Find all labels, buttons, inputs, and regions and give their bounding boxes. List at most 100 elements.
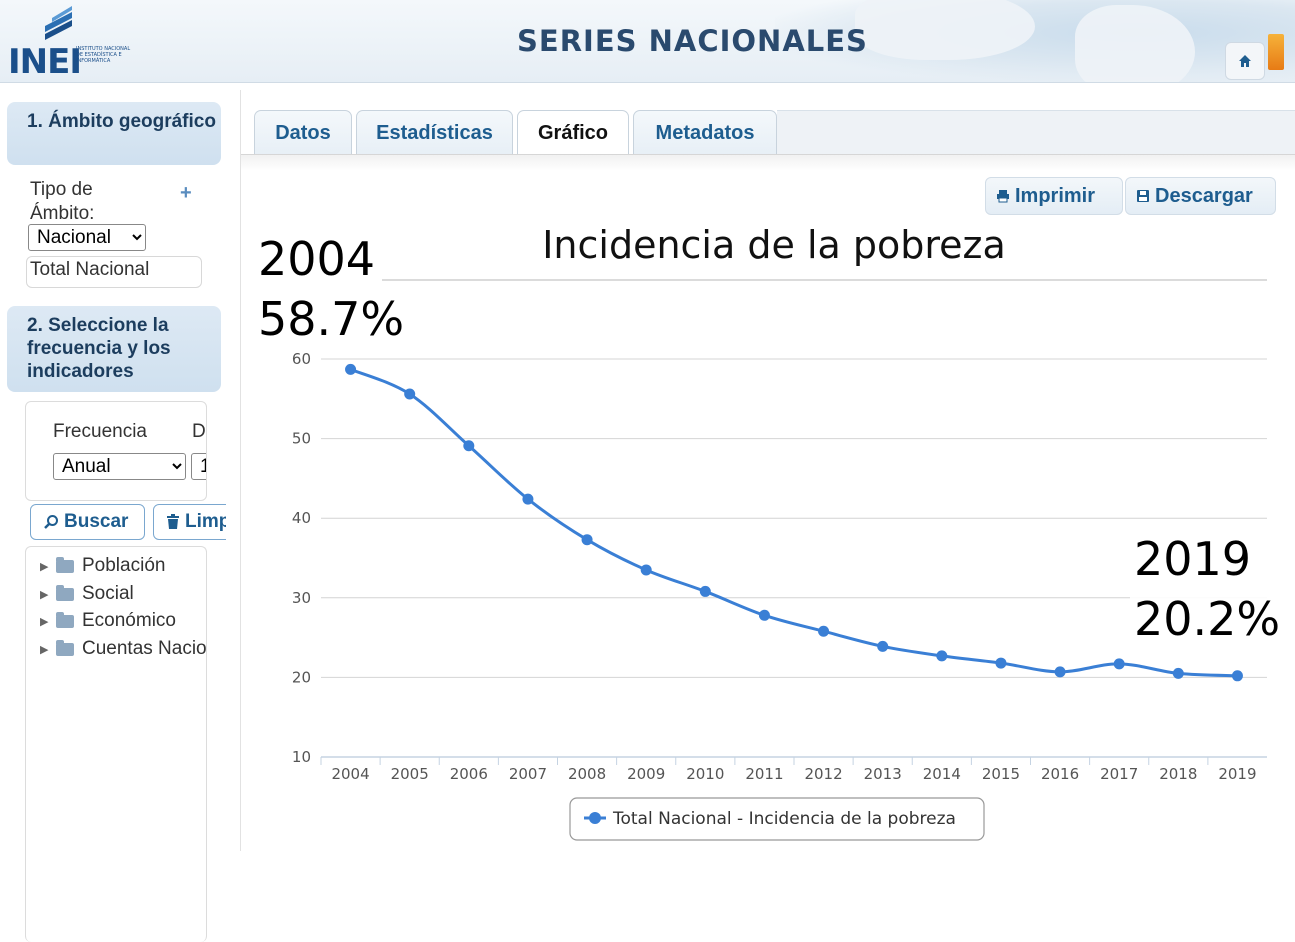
ambito-text-field[interactable]: Total Nacional — [26, 256, 202, 288]
main-panel: Datos Estadísticas Gráfico Metadatos Imp… — [240, 90, 1295, 851]
chart-content — [241, 155, 1295, 851]
annotation-end-year: 2019 — [1134, 532, 1251, 586]
data-point[interactable] — [404, 388, 416, 400]
data-point[interactable] — [1113, 658, 1125, 670]
series-line — [349, 367, 1238, 678]
y-tick-label: 40 — [292, 509, 311, 527]
data-point[interactable] — [581, 534, 593, 546]
legend-marker-icon — [589, 812, 601, 824]
folder-icon — [56, 556, 74, 573]
print-icon — [997, 190, 1009, 203]
print-button[interactable]: Imprimir — [985, 177, 1123, 215]
data-point[interactable] — [1231, 670, 1243, 682]
data-point[interactable] — [699, 585, 711, 597]
x-tick-label: 2017 — [1100, 765, 1138, 783]
y-tick-label: 10 — [292, 748, 311, 766]
tab-datos[interactable]: Datos — [254, 110, 352, 155]
chart-title: Incidencia de la pobreza — [542, 223, 1006, 267]
y-tick-label: 60 — [292, 350, 311, 368]
tab-bar: Datos Estadísticas Gráfico Metadatos — [241, 90, 1295, 156]
desde-label: Desde — [192, 421, 206, 442]
x-tick-label: 2012 — [804, 765, 842, 783]
x-tick-label: 2007 — [509, 765, 547, 783]
download-label: Descargar — [1155, 184, 1253, 207]
expand-icon[interactable]: ▶ — [40, 643, 49, 656]
inei-logo[interactable]: INEI INSTITUTO NACIONAL DE ESTADÍSTICA E… — [8, 4, 130, 82]
limpiar-button[interactable]: Limpiar — [153, 504, 226, 540]
home-button[interactable] — [1225, 42, 1265, 80]
desde-select[interactable]: 1940 — [191, 453, 206, 480]
x-tick-label: 2006 — [450, 765, 488, 783]
data-point[interactable] — [1054, 666, 1066, 678]
tree-item-label: Social — [82, 583, 134, 604]
data-point[interactable] — [463, 440, 475, 452]
tree-item-economico[interactable]: ▶ Económico — [40, 610, 176, 632]
tab-strip-fill — [777, 110, 1295, 156]
data-point[interactable] — [995, 657, 1007, 669]
section-ambito-title: 1. Ámbito geográfico — [7, 102, 221, 165]
header: INEI INSTITUTO NACIONAL DE ESTADÍSTICA E… — [0, 0, 1295, 83]
home-icon — [1239, 55, 1251, 67]
expand-icon[interactable]: ▶ — [40, 615, 49, 628]
tree-item-cuentas[interactable]: ▶ Cuentas Nacionales — [40, 638, 207, 660]
data-point[interactable] — [758, 609, 770, 621]
data-point[interactable] — [877, 640, 889, 652]
search-icon — [44, 515, 58, 529]
buscar-label: Buscar — [64, 511, 129, 532]
legend-box — [569, 797, 985, 841]
page-title: SERIES NACIONALES — [517, 24, 868, 58]
frecuencia-select[interactable]: Anual — [53, 453, 186, 480]
x-tick-label: 2019 — [1218, 765, 1256, 783]
annotation-start-year: 2004 — [258, 232, 375, 286]
sidebar: 1. Ámbito geográfico Tipo de Ámbito: + N… — [0, 90, 232, 942]
save-icon — [1137, 190, 1149, 202]
chart-legend[interactable]: Total Nacional - Incidencia de la pobrez… — [569, 797, 985, 841]
logo-subtitle: INSTITUTO NACIONAL DE ESTADÍSTICA E INFO… — [76, 46, 131, 64]
indicator-tree: ▶ Población ▶ Social ▶ Económico ▶ Cuent… — [25, 546, 207, 942]
logo-text: INEI — [8, 42, 82, 82]
x-tick-label: 2009 — [627, 765, 665, 783]
x-tick-label: 2011 — [745, 765, 783, 783]
data-point[interactable] — [1172, 667, 1184, 679]
tree-item-label: Población — [82, 555, 166, 576]
header-map-background — [775, 0, 1295, 82]
limpiar-label: Limpiar — [185, 511, 226, 532]
x-tick-label: 2008 — [568, 765, 606, 783]
data-point[interactable] — [345, 363, 357, 375]
x-tick-label: 2010 — [686, 765, 724, 783]
tree-item-label: Económico — [82, 610, 176, 631]
x-tick-label: 2004 — [331, 765, 369, 783]
tab-estadisticas[interactable]: Estadísticas — [356, 110, 513, 155]
data-point[interactable] — [522, 493, 534, 505]
tree-item-poblacion[interactable]: ▶ Población — [40, 555, 165, 577]
x-tick-label: 2015 — [982, 765, 1020, 783]
expand-icon[interactable]: ▶ — [40, 560, 49, 573]
legend-label: Total Nacional - Incidencia de la pobrez… — [612, 809, 956, 829]
x-tick-label: 2014 — [923, 765, 961, 783]
data-point[interactable] — [936, 650, 948, 662]
add-ambito-icon[interactable]: + — [180, 182, 192, 204]
download-button[interactable]: Descargar — [1125, 177, 1276, 215]
poverty-chart: Incidencia de la pobreza 10 20 30 40 50 60 20… — [258, 223, 1280, 841]
frecuencia-label: Frecuencia — [53, 421, 147, 442]
section-frecuencia-title: 2. Seleccione la frecuencia y los indica… — [7, 306, 221, 392]
folder-icon — [56, 639, 74, 656]
data-point[interactable] — [818, 625, 830, 637]
buscar-button[interactable]: Buscar — [30, 504, 145, 540]
x-tick-label: 2013 — [864, 765, 902, 783]
tipo-ambito-select[interactable]: Nacional — [28, 224, 146, 251]
annotation-end-value: 20.2% — [1134, 592, 1280, 646]
y-tick-label: 20 — [292, 668, 311, 686]
tree-item-label: Cuentas Nacionales — [82, 638, 207, 659]
folder-icon — [56, 584, 74, 601]
limpiar-clip: Limpiar — [153, 504, 226, 540]
data-point[interactable] — [640, 564, 652, 576]
folder-icon — [56, 611, 74, 628]
tab-grafico[interactable]: Gráfico — [517, 110, 629, 156]
frecuencia-panel: Frecuencia Desde Anual 1940 — [25, 401, 207, 501]
accent-bar — [1268, 34, 1284, 70]
tree-item-social[interactable]: ▶ Social — [40, 583, 134, 605]
tab-metadatos[interactable]: Metadatos — [633, 110, 777, 155]
logo-waves-icon — [45, 6, 72, 40]
expand-icon[interactable]: ▶ — [40, 588, 49, 601]
